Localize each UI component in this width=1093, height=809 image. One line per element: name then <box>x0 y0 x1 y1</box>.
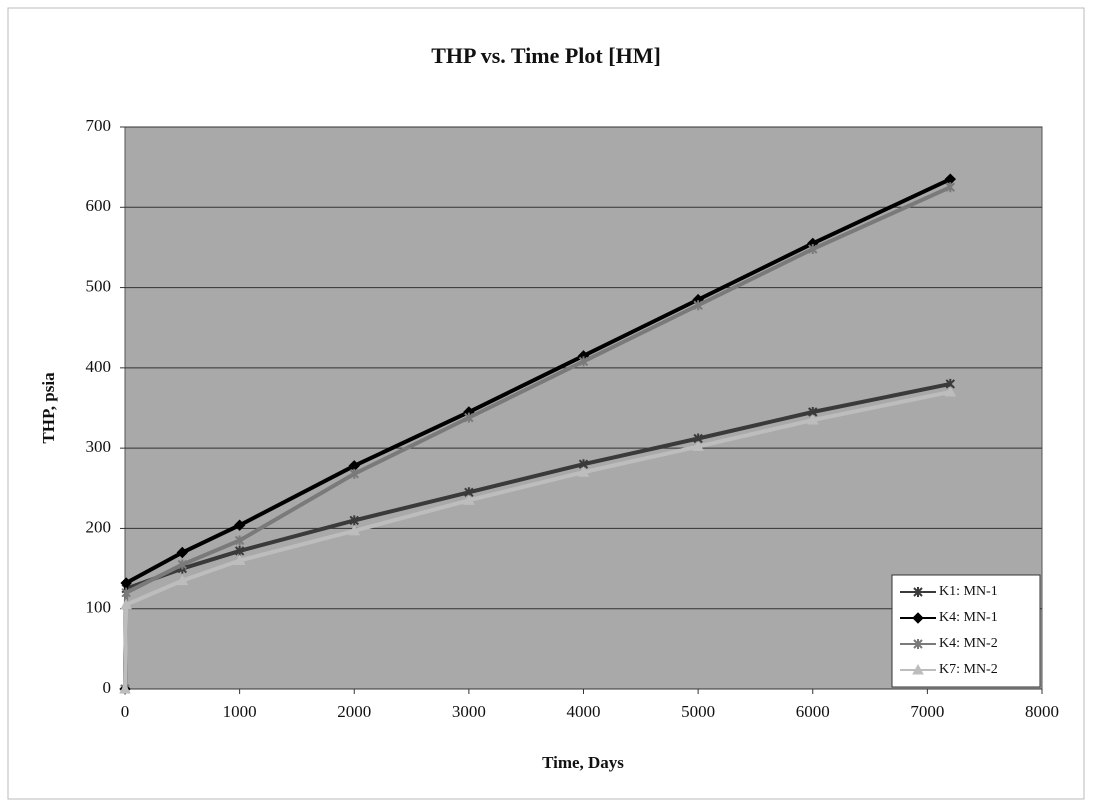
data-point <box>693 300 703 311</box>
legend-marker <box>912 612 924 624</box>
x-tick-label: 3000 <box>452 702 486 721</box>
x-tick-label: 7000 <box>910 702 944 721</box>
y-axis-title: THP, psia <box>39 372 58 444</box>
data-point <box>944 385 957 397</box>
data-point <box>692 440 704 452</box>
data-point <box>348 524 361 536</box>
y-tick-label: 0 <box>103 678 112 697</box>
data-point <box>349 468 359 479</box>
data-point <box>121 587 131 598</box>
data-point <box>119 682 131 694</box>
y-tick-label: 200 <box>86 517 112 536</box>
data-point <box>176 546 189 559</box>
y-tick-label: 400 <box>86 357 112 376</box>
legend-marker <box>913 587 923 597</box>
x-tick-label: 6000 <box>796 702 830 721</box>
data-point <box>577 466 590 477</box>
chart-title: THP vs. Time Plot [HM] <box>431 43 661 68</box>
legend-label: K4: MN-1 <box>939 610 998 625</box>
data-point <box>945 182 956 193</box>
y-tick-label: 300 <box>86 437 112 456</box>
series-line <box>123 389 951 690</box>
series-line <box>123 185 952 690</box>
legend-marker <box>913 639 923 649</box>
data-point <box>463 494 475 505</box>
y-tick-label: 500 <box>86 276 112 295</box>
x-tick-label: 4000 <box>567 702 601 721</box>
data-point <box>578 356 589 367</box>
y-tick-label: 100 <box>86 598 112 617</box>
legend: K1: MN-1 K4: MN-1 K4: MN-2 K7: MN-2 <box>891 574 1041 688</box>
x-tick-label: 5000 <box>681 702 715 721</box>
x-tick-label: 8000 <box>1025 702 1059 721</box>
x-tick-label: 2000 <box>337 702 371 721</box>
legend-label: K7: MN-2 <box>939 662 998 677</box>
plot-area <box>124 126 1043 690</box>
data-point <box>464 412 474 423</box>
data-point <box>176 574 189 586</box>
data-point <box>234 535 245 546</box>
legend-label: K1: MN-1 <box>939 584 998 599</box>
data-point <box>233 554 246 566</box>
data-point <box>177 559 188 570</box>
legend-marker <box>912 663 924 675</box>
x-tick-label: 0 <box>121 702 130 721</box>
data-point <box>808 244 818 255</box>
x-axis-title: Time, Days <box>542 753 624 772</box>
data-point <box>233 519 246 531</box>
legend-label: K4: MN-2 <box>939 636 998 651</box>
y-tick-label: 600 <box>86 196 112 215</box>
x-tick-label: 1000 <box>223 702 257 721</box>
series-line <box>123 177 952 690</box>
y-tick-label: 700 <box>86 116 112 135</box>
data-point <box>806 414 819 425</box>
data-point <box>349 515 359 526</box>
data-point <box>234 545 245 556</box>
data-point <box>120 598 132 610</box>
